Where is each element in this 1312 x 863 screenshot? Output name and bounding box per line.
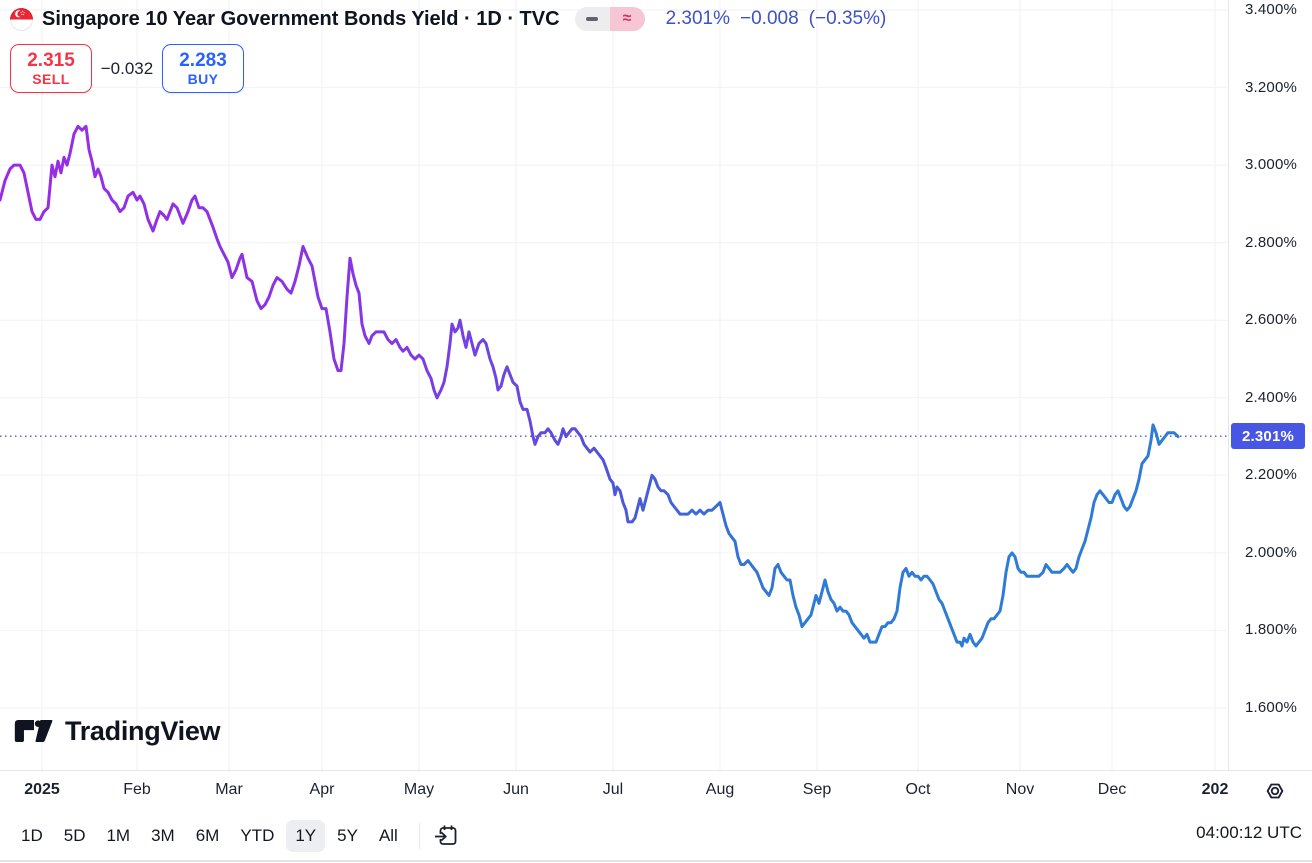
- tradingview-logo[interactable]: TradingView: [13, 712, 221, 750]
- marker-toggle-group: ≈: [574, 7, 645, 31]
- buy-label: BUY: [187, 70, 219, 87]
- time-tick-label: 2025: [24, 781, 60, 798]
- go-to-date-icon[interactable]: [432, 822, 460, 850]
- current-price-badge: 2.301%: [1231, 423, 1305, 450]
- sell-label: SELL: [32, 70, 70, 87]
- time-tick-label: May: [403, 781, 435, 798]
- approx-marks-button[interactable]: ≈: [609, 7, 645, 31]
- range-button-1y[interactable]: 1Y: [286, 819, 326, 852]
- time-tick-label: Sep: [802, 781, 832, 798]
- range-button-5y[interactable]: 5Y: [337, 825, 358, 845]
- price-tick-label: 3.400%: [1244, 1, 1298, 18]
- time-tick-label: Jul: [602, 781, 624, 798]
- change-percent: (−0.35%): [808, 8, 887, 29]
- time-tick-label: Nov: [1005, 781, 1035, 798]
- range-button-6m[interactable]: 6M: [195, 825, 220, 845]
- last-value: 2.301%: [665, 8, 731, 29]
- price-tick-label: 2.000%: [1244, 543, 1298, 561]
- quote-values: 2.301% −0.008 (−0.35%): [666, 8, 887, 30]
- change-value: −0.008: [740, 8, 799, 29]
- price-tick-label: 3.200%: [1244, 78, 1298, 96]
- range-button-5d[interactable]: 5D: [63, 825, 86, 845]
- price-tick-label: 1.800%: [1244, 621, 1298, 639]
- time-tick-label: Apr: [309, 781, 335, 798]
- range-button-all[interactable]: All: [378, 825, 398, 845]
- axis-settings-gear-icon[interactable]: [1262, 778, 1288, 804]
- time-tick-label: Oct: [905, 781, 931, 798]
- symbol-header: Singapore 10 Year Government Bonds Yield…: [10, 4, 886, 34]
- buy-button[interactable]: 2.283 BUY: [162, 44, 244, 93]
- price-tick-label: 3.000%: [1244, 156, 1298, 174]
- trade-panel: 2.315 SELL −0.032 2.283 BUY: [10, 44, 244, 93]
- price-tick-label: 2.200%: [1244, 466, 1298, 484]
- price-tick-label: 2.800%: [1244, 233, 1298, 251]
- tradingview-logo-text: TradingView: [65, 715, 221, 746]
- symbol-title[interactable]: Singapore 10 Year Government Bonds Yield…: [42, 7, 560, 30]
- price-axis[interactable]: 2.301% 3.400% 3.200% 3.000% 2.800% 2.600% 2.4…: [1228, 0, 1312, 770]
- range-button-1d[interactable]: 1D: [21, 825, 43, 845]
- time-axis[interactable]: 2025 Feb Mar Apr May Jun Jul Aug Sep Oct Nov Dec 202: [0, 770, 1312, 812]
- sell-price: 2.315: [27, 49, 75, 71]
- price-tick-label: 2.400%: [1244, 388, 1298, 406]
- toolbar-divider: [418, 822, 420, 849]
- time-tick-label: Mar: [215, 781, 243, 798]
- tradingview-logo-icon: [14, 720, 53, 742]
- clock-utc: 04:00:12 UTC: [1196, 823, 1302, 842]
- spread-value: −0.032: [100, 58, 154, 78]
- time-tick-label: Jun: [503, 781, 529, 798]
- range-button-3m[interactable]: 3M: [151, 825, 175, 845]
- time-tick-label: Aug: [705, 781, 735, 798]
- time-tick-label: Feb: [123, 781, 151, 798]
- range-button-1m[interactable]: 1M: [106, 825, 131, 845]
- hide-marks-button[interactable]: [574, 7, 610, 31]
- sell-button[interactable]: 2.315 SELL: [10, 44, 92, 93]
- range-toolbar: 1D 5D 1M 3M 6M YTD 1Y 5Y All 04:00:12 UT…: [0, 811, 1312, 862]
- price-tick-label: 2.600%: [1244, 311, 1298, 329]
- range-button-ytd[interactable]: YTD: [240, 825, 275, 845]
- time-tick-label: 202: [1201, 781, 1229, 798]
- minus-icon: [586, 17, 599, 21]
- singapore-flag-icon: [10, 7, 33, 31]
- buy-price: 2.283: [179, 49, 227, 71]
- price-tick-label: 1.600%: [1244, 699, 1298, 716]
- time-tick-label: Dec: [1097, 781, 1127, 798]
- chart-canvas[interactable]: [0, 0, 1312, 770]
